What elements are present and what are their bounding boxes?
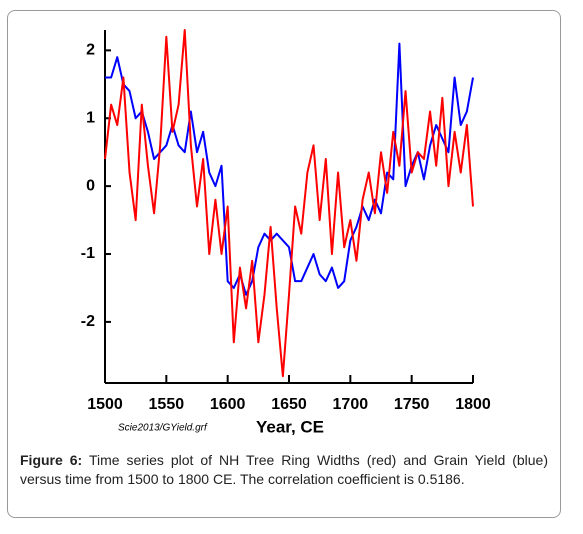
figure-frame	[7, 10, 561, 518]
caption-label: Figure 6:	[20, 452, 83, 468]
x-tick-label: 1500	[87, 396, 123, 413]
caption-text: Time series plot of NH Tree Ring Widths …	[20, 452, 549, 487]
file-label: Scie2013/GYield.grf	[118, 423, 208, 434]
chart: Scie2013/GYield.grf Year, CE -2 -1 0 1 2 1500…	[81, 29, 491, 436]
x-tick-label: 1700	[333, 396, 369, 413]
data-line	[105, 42, 474, 296]
x-tick-label: 1550	[149, 396, 185, 413]
y-tick-label: 1	[86, 109, 95, 126]
y-tick-label: -2	[81, 313, 95, 330]
y-tick-label: -1	[81, 245, 95, 262]
x-tick-label: 1650	[271, 396, 307, 413]
caption: Figure 6: Time series plot of NH Tree Ri…	[20, 451, 548, 489]
y-tick-label: 0	[86, 177, 95, 194]
data-line	[104, 29, 474, 378]
x-axis-title: Year, CE	[256, 417, 324, 436]
x-tick-label: 1800	[455, 396, 491, 413]
x-tick-label: 1750	[394, 396, 430, 413]
y-tick-label: 2	[86, 42, 95, 59]
x-tick-label: 1600	[210, 396, 246, 413]
